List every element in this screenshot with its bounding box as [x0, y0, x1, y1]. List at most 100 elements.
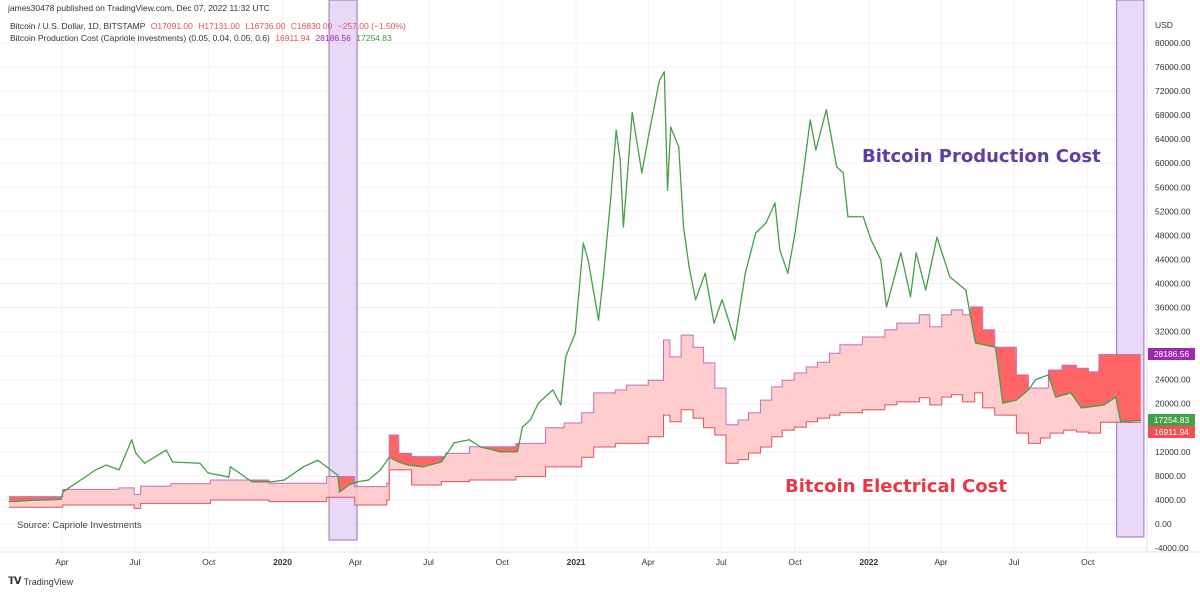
x-tick-label: Jul: [130, 557, 141, 567]
indicator-value-1: 16911.94: [275, 33, 311, 43]
price-point: [925, 289, 927, 291]
indicator-value-2: 28186.56: [315, 33, 351, 43]
price-point: [8, 501, 10, 503]
y-tick-label: 64000.00: [1155, 134, 1191, 144]
price-point: [95, 469, 97, 471]
price-point: [199, 462, 201, 464]
price-point: [619, 159, 621, 161]
x-tick-label: Apr: [55, 557, 68, 567]
price-point: [105, 464, 107, 466]
production-cost-annotation: Bitcoin Production Cost: [862, 146, 1101, 167]
price-point: [1103, 404, 1105, 406]
highlight-rect: [328, 0, 358, 541]
price-point: [949, 276, 951, 278]
x-axis: Apr Jul Oct 2020 Apr Jul Oct 2021 Apr Jul Oct 2022 A…: [55, 557, 1095, 567]
price-point: [1002, 402, 1004, 404]
price-point: [885, 306, 888, 308]
price-point: [880, 259, 882, 261]
price-point: [622, 226, 625, 228]
price-point: [787, 272, 789, 274]
high-value: H17131.00: [198, 21, 240, 31]
tradingview-brand[interactable]: 𝗧𝗩 TradingView: [8, 576, 73, 587]
price-point: [641, 172, 643, 174]
price-point: [1035, 379, 1037, 381]
price-point: [529, 419, 531, 421]
production-cost-line: [9, 306, 1141, 498]
source-note: Source: Capriole Investments: [17, 520, 142, 531]
x-tick-label: Oct: [496, 557, 510, 567]
y-tick-label: 36000.00: [1155, 303, 1191, 313]
indicator-legend[interactable]: Bitcoin Production Cost (Capriole Invest…: [10, 33, 395, 43]
price-point: [713, 322, 715, 324]
publisher-info: james30478 published on TradingView.com,…: [8, 3, 270, 13]
price-point: [682, 226, 685, 228]
y-tick-label: 68000.00: [1155, 110, 1191, 120]
price-point: [1140, 419, 1142, 421]
price-point: [521, 426, 523, 428]
price-point: [842, 172, 844, 174]
price-point: [269, 481, 272, 483]
price-point: [1080, 407, 1082, 409]
price-point: [337, 474, 339, 476]
x-tick-label: 2020: [273, 557, 292, 567]
last-price-label: 17254.83: [1148, 414, 1195, 426]
price-point: [407, 464, 409, 466]
y-tick-label: 60000.00: [1155, 158, 1191, 168]
price-point: [774, 202, 776, 204]
price-point: [670, 126, 672, 128]
price-point: [574, 332, 576, 334]
price-point: [704, 272, 706, 274]
x-tick-label: Jul: [716, 557, 727, 567]
x-tick-label: Apr: [934, 557, 947, 567]
price-point: [609, 199, 612, 201]
price-point: [480, 446, 482, 448]
price-point: [631, 112, 633, 114]
price-point: [688, 266, 690, 268]
tradingview-logo-icon: 𝗧𝗩: [8, 576, 22, 587]
price-point: [552, 389, 554, 391]
y-tick-label: 56000.00: [1155, 182, 1191, 192]
price-point: [144, 462, 146, 464]
price-point: [994, 346, 997, 348]
price-point: [909, 296, 912, 298]
y-tick-label: -4000.00: [1155, 543, 1189, 553]
y-tick-label: 52000.00: [1155, 206, 1191, 216]
x-tick-label: Apr: [642, 557, 655, 567]
price-point: [658, 79, 661, 81]
price-point: [560, 404, 562, 406]
y-tick-label: 72000.00: [1155, 86, 1191, 96]
price-point: [587, 259, 589, 261]
y-tick-label: 40000.00: [1155, 278, 1191, 288]
price-point: [29, 499, 31, 502]
price-point: [721, 299, 723, 301]
price-point: [283, 479, 285, 481]
price-point: [974, 342, 977, 344]
price-point: [1015, 399, 1017, 401]
y-axis-unit: USD: [1155, 20, 1173, 30]
price-point: [582, 242, 584, 244]
price-point: [229, 466, 232, 468]
symbol-legend[interactable]: Bitcoin / U.S. Dollar, 1D, BITSTAMP O170…: [10, 21, 409, 31]
price-point: [744, 272, 746, 274]
low-value: L16736.00: [245, 21, 286, 31]
price-point: [440, 461, 442, 463]
price-point: [694, 299, 697, 301]
cost-band-fill: [9, 306, 1141, 509]
electrical-cost-annotation: Bitcoin Electrical Cost: [785, 476, 1007, 497]
price-point: [734, 339, 736, 341]
y-tick-label: 76000.00: [1155, 62, 1191, 72]
price-point: [422, 466, 424, 468]
price-point: [666, 189, 669, 191]
price-point: [453, 442, 455, 444]
x-tick-label: Oct: [202, 557, 216, 567]
open-value: O17091.00: [150, 21, 193, 31]
y-tick-label: 24000.00: [1155, 375, 1191, 385]
price-point: [765, 222, 767, 224]
price-point: [1070, 392, 1072, 394]
price-point: [836, 166, 838, 168]
price-point: [60, 498, 62, 500]
price-point: [825, 109, 827, 111]
price-point: [62, 491, 64, 493]
price-point: [468, 439, 471, 441]
